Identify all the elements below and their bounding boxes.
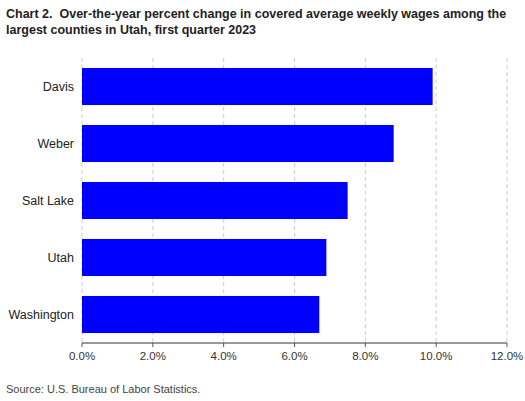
tick-mark [82, 343, 83, 347]
category-label: Washington [8, 308, 74, 322]
source-note: Source: U.S. Bureau of Labor Statistics. [6, 383, 200, 395]
tick-mark [294, 343, 295, 347]
tick-label: 4.0% [211, 350, 237, 362]
tick-mark [436, 343, 437, 347]
title: Chart 2. Over-the-year percent change in… [6, 7, 506, 21]
bar [82, 125, 394, 162]
background [0, 0, 525, 401]
tick-label: 0.0% [69, 350, 95, 362]
grid-line [507, 58, 508, 343]
bar [82, 68, 433, 105]
category-label: Weber [37, 137, 74, 151]
bars [82, 68, 433, 333]
tick-mark [365, 343, 366, 347]
tick-mark [152, 343, 153, 347]
tick-label: 10.0% [420, 350, 453, 362]
tick-label: 8.0% [352, 350, 378, 362]
tick-mark [507, 343, 508, 347]
category-label: Salt Lake [22, 194, 74, 208]
bar [82, 296, 319, 333]
bar [82, 182, 348, 219]
category-label: Davis [43, 80, 74, 94]
tick-label: 2.0% [140, 350, 166, 362]
tick-label: 12.0% [491, 350, 524, 362]
subtitle: largest counties in Utah, first quarter … [6, 23, 256, 37]
tick-label: 6.0% [281, 350, 307, 362]
x-axis-line [82, 343, 507, 344]
category-label: Utah [48, 251, 74, 265]
tick-mark [223, 343, 224, 347]
grid-line [436, 58, 437, 343]
chart: Chart 2. Over-the-year percent change in… [0, 0, 525, 401]
bar [82, 239, 326, 276]
grid [82, 58, 507, 343]
